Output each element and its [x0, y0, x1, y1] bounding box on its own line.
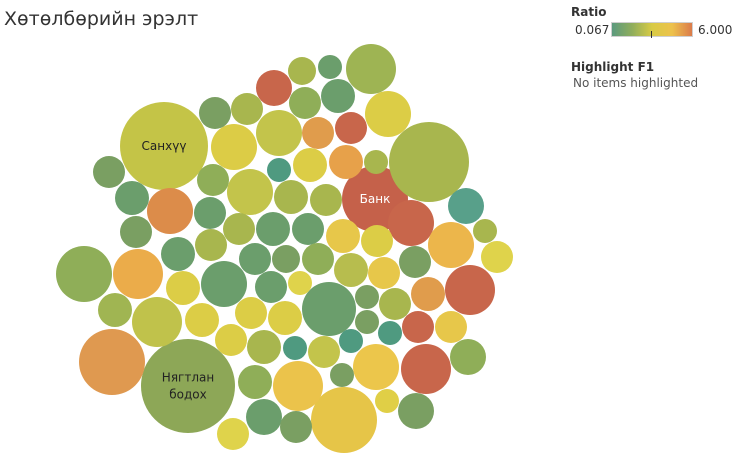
bubble-54[interactable]: [185, 303, 219, 337]
bubble-70[interactable]: [288, 271, 312, 295]
bubble-label-2-0: Нягтлан: [162, 371, 214, 385]
bubble-30[interactable]: [280, 411, 312, 443]
bubble-16[interactable]: [132, 297, 182, 347]
bubble-84[interactable]: [238, 365, 272, 399]
bubble-62[interactable]: [361, 225, 393, 257]
bubble-12[interactable]: [428, 222, 474, 268]
bubble-label-0-0: Санхүү: [142, 139, 187, 153]
color-legend-gradient[interactable]: [611, 22, 693, 37]
bubble-78[interactable]: [402, 311, 434, 343]
bubble-40[interactable]: [329, 145, 363, 179]
bubble-label-2-1: бодох: [169, 388, 206, 402]
bubble-6[interactable]: [56, 246, 112, 302]
bubble-2[interactable]: [141, 339, 235, 433]
bubble-43[interactable]: [199, 97, 231, 129]
bubble-66[interactable]: [334, 253, 368, 287]
bubble-63[interactable]: [239, 243, 271, 275]
bubble-50[interactable]: [161, 237, 195, 271]
bubble-15[interactable]: [113, 249, 163, 299]
bubble-74[interactable]: [235, 297, 267, 329]
bubble-42[interactable]: [267, 158, 291, 182]
bubble-73[interactable]: [411, 277, 445, 311]
bubble-85[interactable]: [473, 219, 497, 243]
bubble-80[interactable]: [247, 330, 281, 364]
bubble-26[interactable]: [398, 393, 434, 429]
bubble-38[interactable]: [335, 112, 367, 144]
bubble-67[interactable]: [368, 257, 400, 289]
bubble-64[interactable]: [272, 245, 300, 273]
bubble-8[interactable]: [346, 44, 396, 94]
bubble-0[interactable]: [120, 102, 208, 190]
bubble-18[interactable]: [227, 169, 273, 215]
bubble-52[interactable]: [166, 271, 200, 305]
bubble-48[interactable]: [120, 216, 152, 248]
bubble-22[interactable]: [353, 344, 399, 390]
chart-title: Хөтөлбөрийн эрэлт: [4, 8, 199, 30]
bubble-65[interactable]: [302, 243, 334, 275]
bubble-72[interactable]: [379, 288, 411, 320]
bubble-81[interactable]: [283, 336, 307, 360]
bubble-9[interactable]: [365, 91, 411, 137]
bubble-7[interactable]: [302, 282, 356, 336]
legend-min-label: 0.067: [575, 23, 610, 37]
highlight-status: No items highlighted: [573, 76, 699, 90]
bubble-44[interactable]: [231, 93, 263, 125]
bubble-20[interactable]: [256, 110, 302, 156]
legend-center-tick: [651, 31, 652, 38]
bubble-57[interactable]: [256, 212, 290, 246]
bubble-49[interactable]: [194, 197, 226, 229]
bubble-23[interactable]: [448, 188, 484, 224]
bubble-10[interactable]: [445, 265, 495, 315]
bubble-13[interactable]: [401, 344, 451, 394]
bubble-19[interactable]: [201, 261, 247, 307]
bubble-59[interactable]: [310, 184, 342, 216]
bubble-27[interactable]: [375, 389, 399, 413]
bubble-4[interactable]: [79, 329, 145, 395]
bubble-55[interactable]: [215, 324, 247, 356]
bubble-71[interactable]: [355, 285, 379, 309]
bubble-82[interactable]: [308, 336, 340, 368]
bubble-75[interactable]: [268, 301, 302, 335]
bubble-3[interactable]: [389, 122, 469, 202]
bubble-77[interactable]: [378, 321, 402, 345]
bubble-17[interactable]: [211, 124, 257, 170]
bubble-31[interactable]: [330, 363, 354, 387]
bubble-76[interactable]: [355, 310, 379, 334]
bubble-58[interactable]: [274, 180, 308, 214]
bubble-25[interactable]: [450, 339, 486, 375]
bubble-34[interactable]: [318, 55, 342, 79]
bubble-14[interactable]: [147, 188, 193, 234]
bubble-29[interactable]: [217, 418, 249, 450]
bubble-47[interactable]: [115, 181, 149, 215]
bubble-24[interactable]: [481, 241, 513, 273]
bubble-83[interactable]: [339, 329, 363, 353]
bubble-60[interactable]: [292, 213, 324, 245]
bubble-56[interactable]: [223, 213, 255, 245]
bubble-11[interactable]: [388, 200, 434, 246]
highlight-title: Highlight F1: [571, 60, 655, 74]
bubble-46[interactable]: [93, 156, 125, 188]
bubble-68[interactable]: [399, 246, 431, 278]
bubble-21[interactable]: [273, 361, 323, 411]
bubble-label-1-0: Банк: [360, 192, 391, 206]
bubble-61[interactable]: [326, 219, 360, 253]
bubble-45[interactable]: [197, 164, 229, 196]
bubble-36[interactable]: [289, 87, 321, 119]
bubble-79[interactable]: [435, 311, 467, 343]
legend-title: Ratio: [571, 5, 607, 19]
bubble-32[interactable]: [256, 70, 292, 106]
bubble-53[interactable]: [98, 293, 132, 327]
bubble-51[interactable]: [195, 229, 227, 261]
bubble-39[interactable]: [293, 148, 327, 182]
bubble-5[interactable]: [311, 387, 377, 453]
legend-max-label: 6.000: [698, 23, 733, 37]
bubble-28[interactable]: [246, 399, 282, 435]
bubble-41[interactable]: [364, 150, 388, 174]
bubble-37[interactable]: [302, 117, 334, 149]
bubble-69[interactable]: [255, 271, 287, 303]
bubble-33[interactable]: [288, 57, 316, 85]
bubble-35[interactable]: [321, 79, 355, 113]
